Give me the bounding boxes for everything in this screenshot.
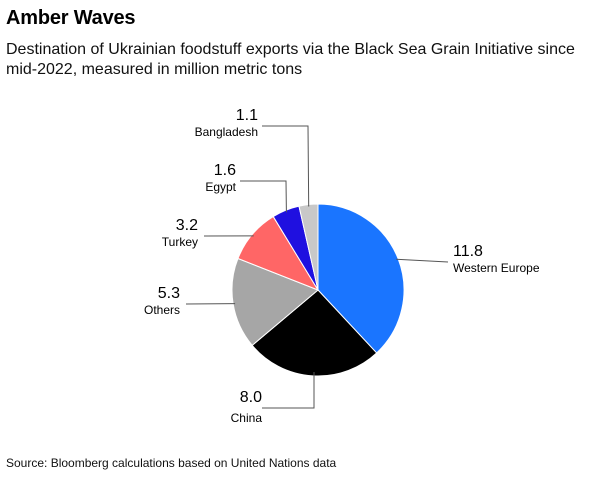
category-label-others: Others bbox=[144, 303, 180, 317]
pie-slice-china bbox=[251, 289, 378, 377]
source-note: Source: Bloomberg calculations based on … bbox=[6, 456, 337, 470]
leader-line-egypt bbox=[240, 180, 287, 213]
leader-line-bangladesh bbox=[262, 125, 310, 207]
value-label-china: 8.0 bbox=[240, 389, 262, 406]
category-label-china: China bbox=[231, 411, 263, 425]
value-label-bangladesh: 1.1 bbox=[236, 107, 258, 124]
value-label-western-europe: 11.8 bbox=[453, 243, 483, 260]
category-label-bangladesh: Bangladesh bbox=[195, 125, 258, 139]
value-label-others: 5.3 bbox=[158, 285, 180, 302]
value-label-turkey: 3.2 bbox=[176, 217, 198, 234]
callout-lines bbox=[185, 125, 449, 409]
category-label-turkey: Turkey bbox=[162, 235, 198, 249]
leader-line-china bbox=[262, 372, 315, 409]
category-label-egypt: Egypt bbox=[205, 180, 236, 194]
category-label-western-europe: Western Europe bbox=[453, 261, 540, 275]
value-label-egypt: 1.6 bbox=[214, 162, 236, 179]
pie-slices bbox=[231, 203, 405, 377]
leader-line-western-europe bbox=[396, 258, 449, 263]
pie-slice-western-europe bbox=[317, 203, 405, 354]
chart-subtitle: Destination of Ukrainian foodstuff expor… bbox=[6, 41, 575, 78]
chart-title: Amber Waves bbox=[6, 7, 136, 29]
